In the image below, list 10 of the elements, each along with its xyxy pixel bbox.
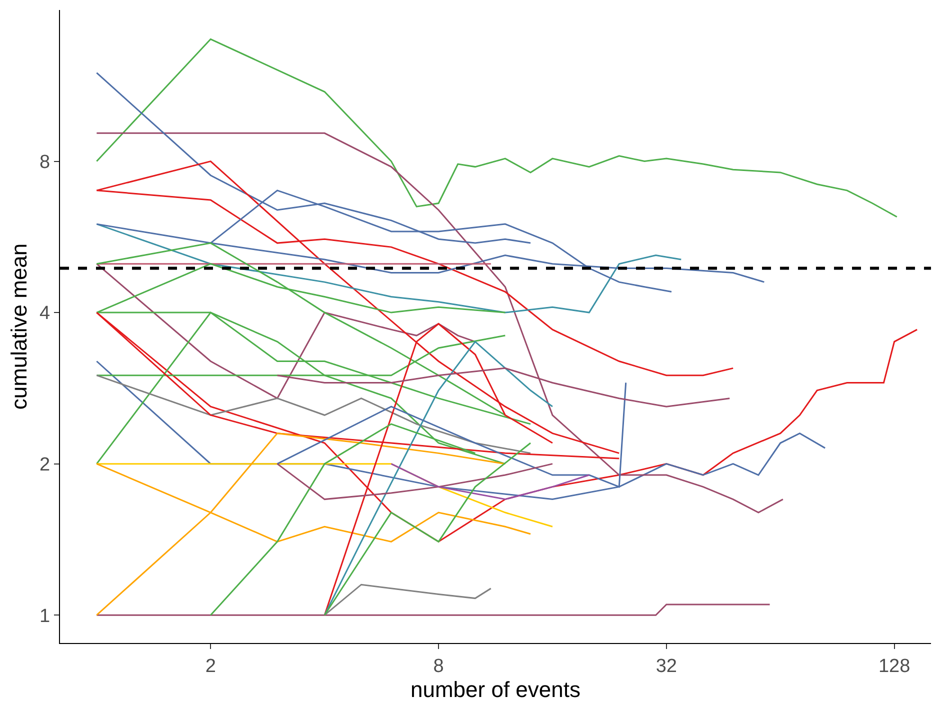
x-tick-label: 32 bbox=[656, 656, 677, 677]
y-axis-title: cumulative mean bbox=[6, 243, 32, 410]
y-tick-label: 2 bbox=[40, 454, 50, 476]
x-tick-label: 2 bbox=[205, 656, 216, 677]
x-tick-label: 128 bbox=[878, 656, 910, 677]
x-axis-title: number of events bbox=[410, 676, 580, 702]
y-tick-label: 1 bbox=[40, 606, 50, 627]
y-tick-label: 8 bbox=[40, 152, 50, 173]
y-tick-label: 4 bbox=[40, 303, 51, 324]
x-tick-label: 8 bbox=[433, 656, 444, 677]
